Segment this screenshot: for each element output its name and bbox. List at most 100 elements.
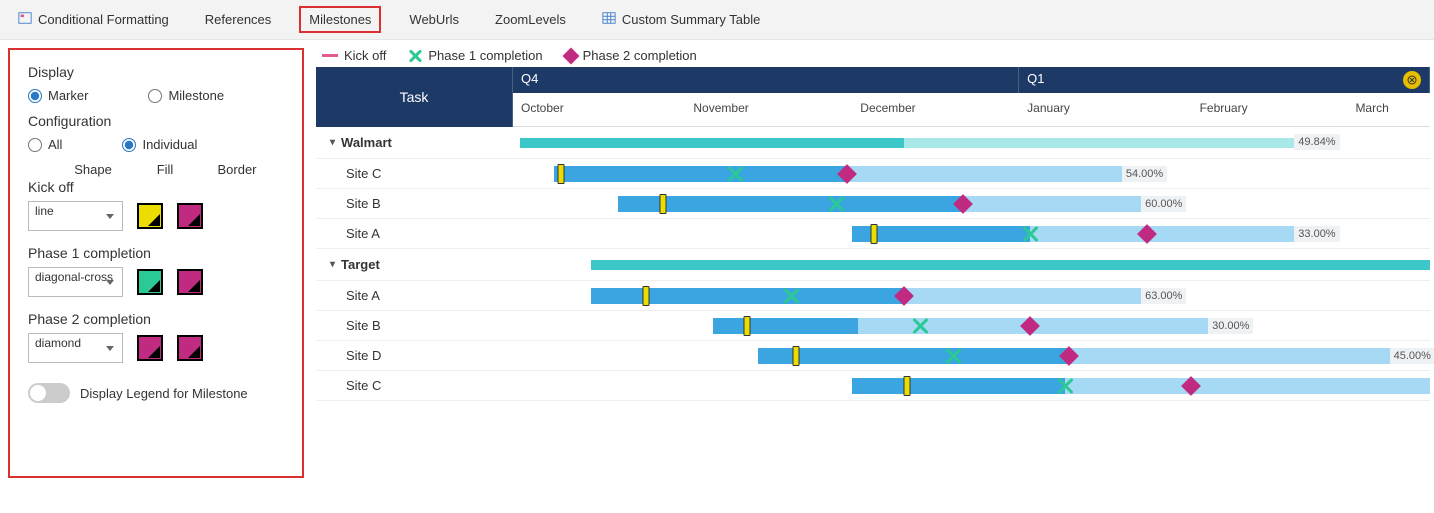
pct-label: 45.00% <box>1390 348 1434 364</box>
radio-marker[interactable]: Marker <box>28 88 88 103</box>
fill-swatch[interactable] <box>137 269 163 295</box>
cfg-label-phase-1-completion: Phase 1 completion <box>28 245 284 261</box>
cond-fmt-icon <box>18 11 32 28</box>
month-November: November <box>685 93 852 127</box>
x-icon <box>408 49 422 63</box>
month-January: January <box>1019 93 1191 127</box>
config-radio-group: All Individual <box>28 137 284 152</box>
legend-toggle-label: Display Legend for Milestone <box>80 386 248 401</box>
quarter-row: Q4Q1 <box>513 67 1430 93</box>
task-bar-ext <box>847 166 1122 182</box>
toolbar-custom-summary-table[interactable]: Custom Summary Table <box>594 7 768 32</box>
marker-x <box>1022 226 1038 242</box>
display-radio-group: Marker Milestone <box>28 88 284 103</box>
task-row[interactable]: Site A63.00% <box>316 281 1430 311</box>
marker-line <box>557 164 564 184</box>
gantt-body: ▾Walmart49.84%Site C54.00%Site B60.00%Si… <box>316 127 1430 401</box>
legend: Kick off Phase 1 completion Phase 2 comple… <box>316 48 1430 63</box>
shape-select[interactable]: diamond <box>28 333 123 363</box>
toolbar-weburls[interactable]: WebUrls <box>401 8 467 31</box>
toolbar-zoomlevels[interactable]: ZoomLevels <box>487 8 574 31</box>
config-columns: ShapeFillBorder <box>28 162 284 177</box>
collapse-icon[interactable] <box>1403 71 1421 89</box>
marker-x <box>1057 378 1073 394</box>
marker-line <box>743 316 750 336</box>
cfg-label-phase-2-completion: Phase 2 completion <box>28 311 284 327</box>
task-row[interactable]: Site B60.00% <box>316 189 1430 219</box>
task-row[interactable]: Site C54.00% <box>316 159 1430 189</box>
month-March: March <box>1347 93 1430 127</box>
marker-line <box>871 224 878 244</box>
marker-x <box>912 318 928 334</box>
task-bar <box>618 196 963 212</box>
task-bar-ext <box>1030 226 1294 242</box>
border-swatch[interactable] <box>177 203 203 229</box>
gantt-header: Task Q4Q1 OctoberNovemberDecemberJanuary… <box>316 67 1430 127</box>
config-rows: Kick off line Phase 1 completion diagonal-c… <box>28 179 284 363</box>
task-bar <box>554 166 847 182</box>
task-bar <box>713 318 858 334</box>
group-row[interactable]: ▾Target <box>316 249 1430 281</box>
marker-x <box>828 196 844 212</box>
marker-x <box>783 288 799 304</box>
gantt-chart: Kick off Phase 1 completion Phase 2 comple… <box>312 40 1434 486</box>
marker-line <box>904 376 911 396</box>
task-bar-ext <box>963 196 1141 212</box>
legend-toggle[interactable] <box>28 383 70 403</box>
fill-swatch[interactable] <box>137 335 163 361</box>
month-February: February <box>1192 93 1348 127</box>
config-heading: Configuration <box>28 113 284 129</box>
legend-phase-2-completion: Phase 2 completion <box>565 48 697 63</box>
cfg-label-kick-off: Kick off <box>28 179 284 195</box>
toolbar-conditional-formatting[interactable]: Conditional Formatting <box>10 7 177 32</box>
pct-label: 49.84% <box>1294 134 1339 150</box>
toolbar-references[interactable]: References <box>197 8 279 31</box>
table-icon <box>602 11 616 28</box>
task-row[interactable]: Site D45.00% <box>316 341 1430 371</box>
chevron-down-icon: ▾ <box>330 137 335 148</box>
pct-label: 60.00% <box>1141 196 1186 212</box>
marker-line <box>642 286 649 306</box>
legend-phase-1-completion: Phase 1 completion <box>408 48 542 63</box>
fill-swatch[interactable] <box>137 203 163 229</box>
pct-label: 63.00% <box>1141 288 1186 304</box>
radio-milestone[interactable]: Milestone <box>148 88 224 103</box>
shape-select[interactable]: line <box>28 201 123 231</box>
display-heading: Display <box>28 64 284 80</box>
legend-kick-off: Kick off <box>322 48 386 63</box>
marker-line <box>660 194 667 214</box>
quarter-Q1: Q1 <box>1019 67 1430 93</box>
toolbar-milestones[interactable]: Milestones <box>299 6 381 33</box>
task-bar-ext <box>904 288 1142 304</box>
quarter-Q4: Q4 <box>513 67 1019 93</box>
radio-individual[interactable]: Individual <box>122 137 197 152</box>
pct-label: 54.00% <box>1122 166 1167 182</box>
task-bar-ext <box>1065 378 1430 394</box>
month-December: December <box>852 93 1019 127</box>
task-row[interactable]: Site C <box>316 371 1430 401</box>
group-row[interactable]: ▾Walmart49.84% <box>316 127 1430 159</box>
task-bar <box>852 378 1065 394</box>
toolbar: Conditional Formatting References Mileston… <box>0 0 1434 40</box>
chevron-down-icon: ▾ <box>330 259 335 270</box>
marker-line <box>793 346 800 366</box>
border-swatch[interactable] <box>177 335 203 361</box>
month-row: OctoberNovemberDecemberJanuaryFebruaryMa… <box>513 93 1430 127</box>
diamond-icon <box>562 47 579 64</box>
month-October: October <box>513 93 685 127</box>
pct-label: 33.00% <box>1294 226 1339 242</box>
task-bar <box>758 348 1069 364</box>
task-bar <box>852 226 1030 242</box>
radio-all[interactable]: All <box>28 137 62 152</box>
border-swatch[interactable] <box>177 269 203 295</box>
line-icon <box>322 54 338 57</box>
pct-label: 30.00% <box>1208 318 1253 334</box>
task-header: Task <box>316 67 513 127</box>
marker-x <box>727 166 743 182</box>
task-row[interactable]: Site B30.00% <box>316 311 1430 341</box>
marker-x <box>945 348 961 364</box>
shape-select[interactable]: diagonal-cross <box>28 267 123 297</box>
task-row[interactable]: Site A33.00% <box>316 219 1430 249</box>
task-bar-ext <box>1069 348 1390 364</box>
milestone-panel: Display Marker Milestone Configuration Al… <box>8 48 304 478</box>
